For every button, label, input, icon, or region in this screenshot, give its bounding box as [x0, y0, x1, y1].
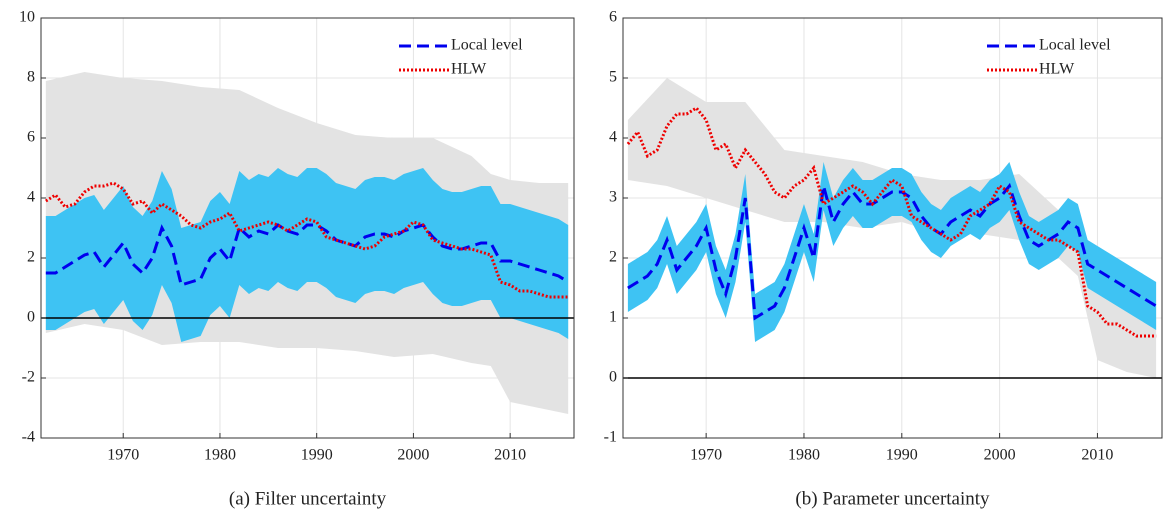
y-tick-label: 3 [609, 189, 617, 206]
x-tick-label: 1980 [204, 447, 236, 464]
uncertainty-band [627, 162, 1157, 342]
y-tick-label: 4 [609, 129, 617, 146]
axes-frame [622, 17, 1163, 439]
y-tick-label: 0 [609, 369, 617, 386]
x-tick-label: 2010 [1081, 447, 1113, 464]
y-tick-label: -1 [604, 429, 617, 446]
y-tick-label: 1 [609, 309, 617, 326]
y-tick-label: 5 [609, 69, 617, 86]
plot-area [41, 18, 574, 438]
y-tick-label: -2 [22, 369, 35, 386]
legend-label: Local level [1039, 37, 1111, 54]
legend-label: HLW [1039, 61, 1075, 78]
x-tick-label: 1970 [690, 447, 722, 464]
y-tick-label: 2 [27, 249, 35, 266]
uncertainty-band [627, 78, 1157, 378]
legend-label: Local level [451, 37, 523, 54]
y-tick-label: 2 [609, 249, 617, 266]
y-tick-label: 0 [27, 309, 35, 326]
x-tick-label: 1990 [301, 447, 333, 464]
x-tick-label: 2000 [984, 447, 1016, 464]
axes-frame [40, 17, 575, 439]
y-tick-label: 8 [27, 69, 35, 86]
x-tick-label: 1990 [886, 447, 918, 464]
legend-label: HLW [451, 61, 487, 78]
plot-area [623, 18, 1162, 438]
caption: (a) Filter uncertainty [229, 488, 387, 509]
x-tick-label: 1980 [788, 447, 820, 464]
series-line [45, 181, 569, 299]
series-line [627, 182, 1157, 321]
y-tick-label: 6 [609, 9, 617, 26]
caption: (b) Parameter uncertainty [795, 488, 990, 509]
y-tick-label: 4 [27, 189, 35, 206]
series-line [45, 223, 569, 287]
y-tick-label: -4 [22, 429, 35, 446]
x-tick-label: 2010 [494, 447, 526, 464]
x-tick-label: 1970 [107, 447, 139, 464]
uncertainty-band [45, 168, 569, 342]
y-tick-label: 10 [19, 9, 35, 26]
x-tick-label: 2000 [397, 447, 429, 464]
y-tick-label: 6 [27, 129, 35, 146]
